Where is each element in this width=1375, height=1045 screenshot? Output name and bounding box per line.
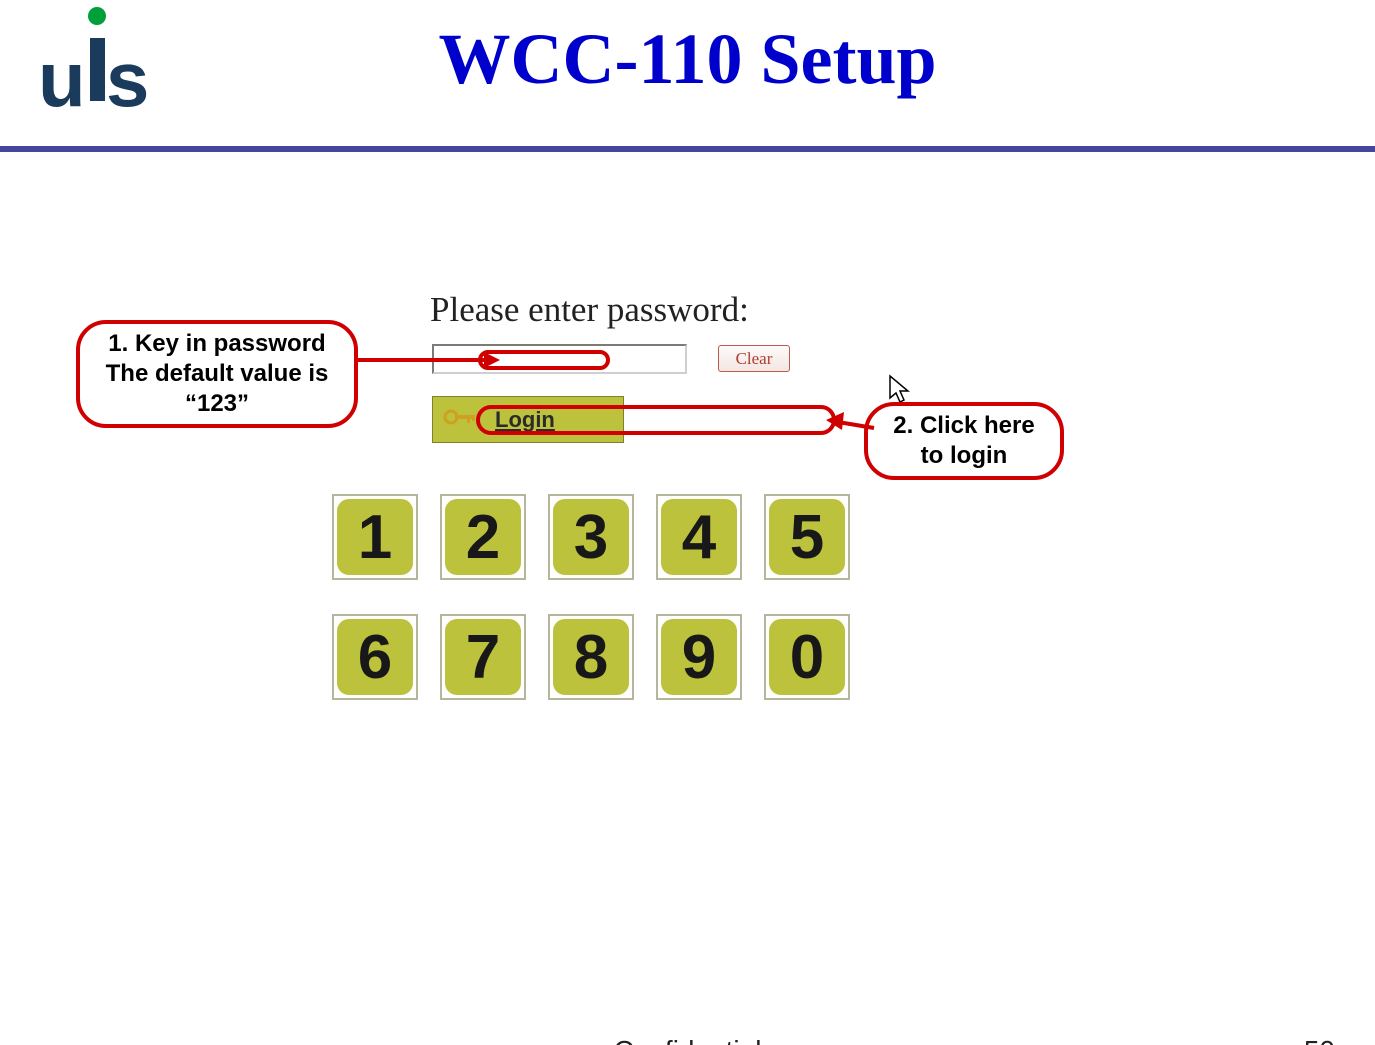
keypad-key-3[interactable]: 3	[548, 494, 634, 580]
keypad-key-5[interactable]: 5	[764, 494, 850, 580]
keypad-key-1[interactable]: 1	[332, 494, 418, 580]
page-title: WCC-110 Setup	[0, 18, 1375, 101]
keypad-key-2[interactable]: 2	[440, 494, 526, 580]
keypad-row-2: 6 7 8 9 0	[332, 614, 872, 700]
keypad-key-7-label: 7	[445, 619, 521, 695]
footer-page-number: 50	[1304, 1035, 1335, 1045]
key-icon	[443, 405, 477, 434]
footer-confidential-label: Confidential	[0, 1035, 1375, 1045]
main-content: Please enter password: Clear Login 1. Ke…	[0, 180, 1375, 995]
keypad-key-4[interactable]: 4	[656, 494, 742, 580]
keypad-key-7[interactable]: 7	[440, 614, 526, 700]
keypad-key-5-label: 5	[769, 499, 845, 575]
callout-2-line-2: to login	[893, 441, 1034, 471]
callout-login-hint: 2. Click here to login	[864, 402, 1064, 480]
callout-1-line-3: “123”	[106, 389, 329, 419]
login-button-label: Login	[495, 407, 555, 433]
keypad-key-9-label: 9	[661, 619, 737, 695]
clear-button[interactable]: Clear	[718, 345, 790, 372]
callout-password-hint: 1. Key in password The default value is …	[76, 320, 358, 428]
keypad-key-1-label: 1	[337, 499, 413, 575]
keypad-key-8-label: 8	[553, 619, 629, 695]
keypad-key-9[interactable]: 9	[656, 614, 742, 700]
keypad-key-0-label: 0	[769, 619, 845, 695]
clear-button-label: Clear	[736, 349, 773, 369]
header-divider	[0, 146, 1375, 152]
keypad-key-6[interactable]: 6	[332, 614, 418, 700]
keypad-key-8[interactable]: 8	[548, 614, 634, 700]
keypad-row-1: 1 2 3 4 5	[332, 494, 872, 580]
cursor-icon	[888, 374, 910, 404]
callout-1-line-2: The default value is	[106, 359, 329, 389]
keypad: 1 2 3 4 5 6 7 8 9 0	[332, 494, 872, 734]
callout-2-line-1: 2. Click here	[893, 411, 1034, 441]
callout-1-line-1: 1. Key in password	[106, 329, 329, 359]
login-button[interactable]: Login	[432, 396, 624, 443]
keypad-key-3-label: 3	[553, 499, 629, 575]
keypad-key-2-label: 2	[445, 499, 521, 575]
password-prompt-label: Please enter password:	[430, 290, 749, 330]
keypad-key-4-label: 4	[661, 499, 737, 575]
password-input[interactable]	[432, 344, 687, 374]
header: u s WCC-110 Setup	[0, 0, 1375, 135]
keypad-key-6-label: 6	[337, 619, 413, 695]
keypad-key-0[interactable]: 0	[764, 614, 850, 700]
